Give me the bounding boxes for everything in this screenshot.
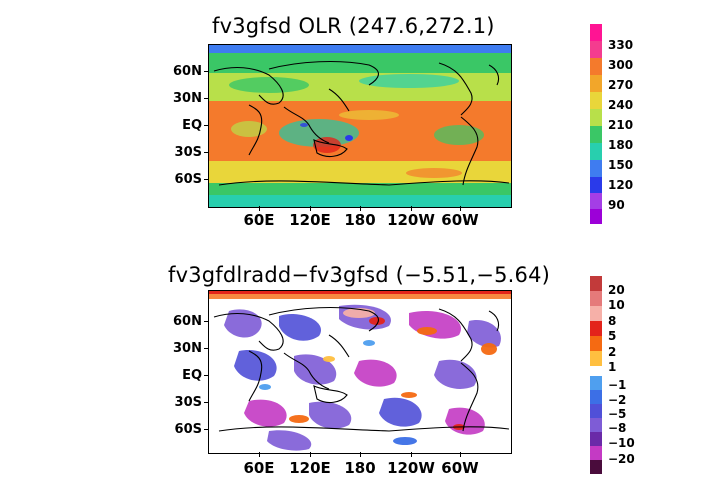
colorbar-label: 330 [608, 38, 634, 52]
lat-tick [204, 98, 209, 99]
bottom-panel-title: fv3gfdlradd−fv3gfsd (−5.51,−5.64) [168, 263, 551, 287]
colorbar-label: 270 [608, 78, 634, 92]
colorbar-swatch-neg [590, 376, 602, 390]
lat-tick [204, 125, 209, 126]
colorbar-swatch-neg [590, 432, 602, 446]
colorbar-swatch [590, 193, 602, 209]
lon-label: 180 [344, 211, 376, 229]
colorbar-swatch [590, 41, 602, 58]
lon-tick [460, 206, 461, 211]
colorbar-label: 120 [608, 178, 634, 192]
colorbar-swatch-pos [590, 291, 602, 306]
colorbar-swatch [590, 75, 602, 92]
lon-tick [411, 452, 412, 457]
colorbar-label: 20 [608, 283, 625, 297]
lon-tick [360, 206, 361, 211]
colorbar-swatch-neg [590, 390, 602, 404]
lon-label: 60W [441, 459, 479, 477]
lon-label: 120W [387, 211, 435, 229]
colorbar-label: −10 [608, 436, 635, 450]
difference-map-field [209, 291, 511, 453]
colorbar-label: −8 [608, 421, 627, 435]
lat-tick [204, 152, 209, 153]
lat-label: 60S [174, 422, 202, 437]
colorbar-label: 210 [608, 118, 634, 132]
colorbar-label: 90 [608, 198, 625, 212]
lat-tick [204, 71, 209, 72]
colorbar-label: −1 [608, 378, 627, 392]
colorbar-swatch-neg [590, 446, 602, 460]
lat-tick [204, 402, 209, 403]
lat-label: 30N [173, 341, 202, 356]
lon-label: 120E [289, 211, 331, 229]
colorbar-swatch [590, 92, 602, 109]
colorbar-label: 10 [608, 298, 625, 312]
colorbar-swatch [590, 109, 602, 126]
colorbar-swatch-pos [590, 351, 602, 366]
colorbar-label: 180 [608, 138, 634, 152]
colorbar-swatch [590, 24, 602, 41]
lat-label: 30N [173, 91, 202, 106]
colorbar-label: −5 [608, 407, 627, 421]
colorbar-label: −20 [608, 452, 635, 466]
colorbar-swatch [590, 126, 602, 143]
lon-label: 60E [243, 211, 275, 229]
lon-label: 60W [441, 211, 479, 229]
lat-label: 30S [174, 145, 202, 160]
colorbar-swatch [590, 177, 602, 193]
lat-label: EQ [182, 368, 202, 383]
lon-label: 180 [344, 459, 376, 477]
lat-label: EQ [182, 118, 202, 133]
olr-map [208, 44, 512, 208]
lat-tick [204, 321, 209, 322]
olr-colorbar [590, 24, 602, 224]
colorbar-swatch-pos [590, 306, 602, 321]
colorbar-label: 1 [608, 360, 617, 374]
lat-tick [204, 429, 209, 430]
colorbar-swatch-pos [590, 321, 602, 336]
colorbar-label: 2 [608, 345, 617, 359]
lon-tick [460, 452, 461, 457]
colorbar-swatch-neg [590, 418, 602, 432]
colorbar-swatch [590, 58, 602, 75]
top-panel-title: fv3gfsd OLR (247.6,272.1) [212, 14, 495, 38]
lat-tick [204, 375, 209, 376]
lon-tick [310, 206, 311, 211]
difference-colorbar-positive [590, 276, 602, 366]
colorbar-label: −2 [608, 393, 627, 407]
lon-label: 120W [387, 459, 435, 477]
colorbar-label: 8 [608, 314, 617, 328]
lat-tick [204, 179, 209, 180]
olr-difference-map [208, 290, 512, 454]
lat-label: 60N [173, 314, 202, 329]
lat-label: 60S [174, 172, 202, 187]
colorbar-label: 150 [608, 158, 634, 172]
lat-tick [204, 348, 209, 349]
lon-label: 60E [243, 459, 275, 477]
colorbar-label: 240 [608, 98, 634, 112]
colorbar-label: 300 [608, 58, 634, 72]
lon-tick [310, 452, 311, 457]
colorbar-swatch-neg [590, 460, 602, 474]
colorbar-swatch-pos [590, 276, 602, 291]
lon-tick [360, 452, 361, 457]
lon-tick [259, 452, 260, 457]
lat-label: 30S [174, 395, 202, 410]
colorbar-swatch [590, 160, 602, 177]
olr-map-field [209, 45, 511, 207]
colorbar-swatch [590, 143, 602, 160]
difference-colorbar-negative [590, 376, 602, 474]
lon-label: 120E [289, 459, 331, 477]
lon-tick [411, 206, 412, 211]
colorbar-swatch-neg [590, 404, 602, 418]
lon-tick [259, 206, 260, 211]
lat-label: 60N [173, 64, 202, 79]
colorbar-swatch-pos [590, 336, 602, 351]
colorbar-swatch [590, 209, 602, 224]
colorbar-label: 5 [608, 329, 617, 343]
